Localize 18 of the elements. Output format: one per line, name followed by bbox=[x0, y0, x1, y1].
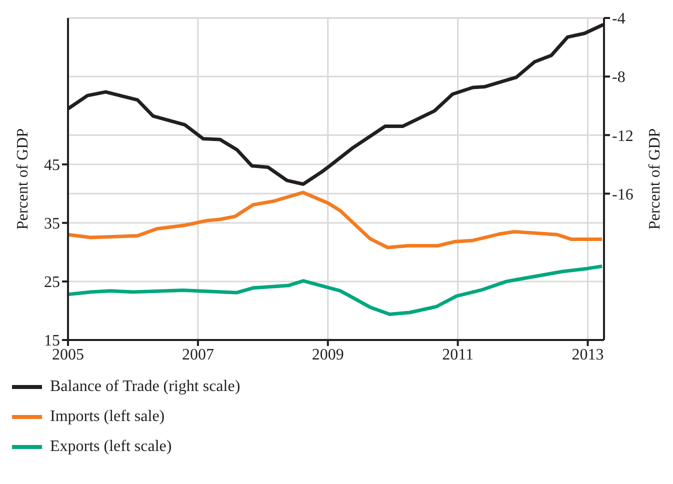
y2-tick-label: -16 bbox=[612, 186, 634, 204]
y-tick-label: 45 bbox=[44, 157, 60, 174]
x-tick-label: 2013 bbox=[572, 346, 604, 364]
y2-tick-label: -12 bbox=[612, 128, 634, 145]
legend-label: Balance of Trade (right scale) bbox=[50, 378, 240, 396]
line-series bbox=[68, 264, 604, 316]
legend-label: Exports (left scale) bbox=[50, 438, 172, 456]
y-tick-label: 25 bbox=[44, 274, 60, 292]
legend-label: Imports (left sale) bbox=[50, 408, 165, 426]
line-series bbox=[68, 190, 604, 250]
y-axis-title: Percent of GDP bbox=[14, 128, 32, 230]
y2-tick-label: -8 bbox=[612, 69, 626, 86]
y-tick-label: 35 bbox=[44, 216, 60, 233]
y2-tick-label: -4 bbox=[612, 10, 626, 28]
y2-axis-title: Percent of GDP bbox=[646, 128, 664, 230]
x-tick-label: 2007 bbox=[182, 346, 214, 364]
x-tick-label: 2009 bbox=[312, 346, 344, 364]
x-tick-label: 2011 bbox=[442, 346, 474, 364]
